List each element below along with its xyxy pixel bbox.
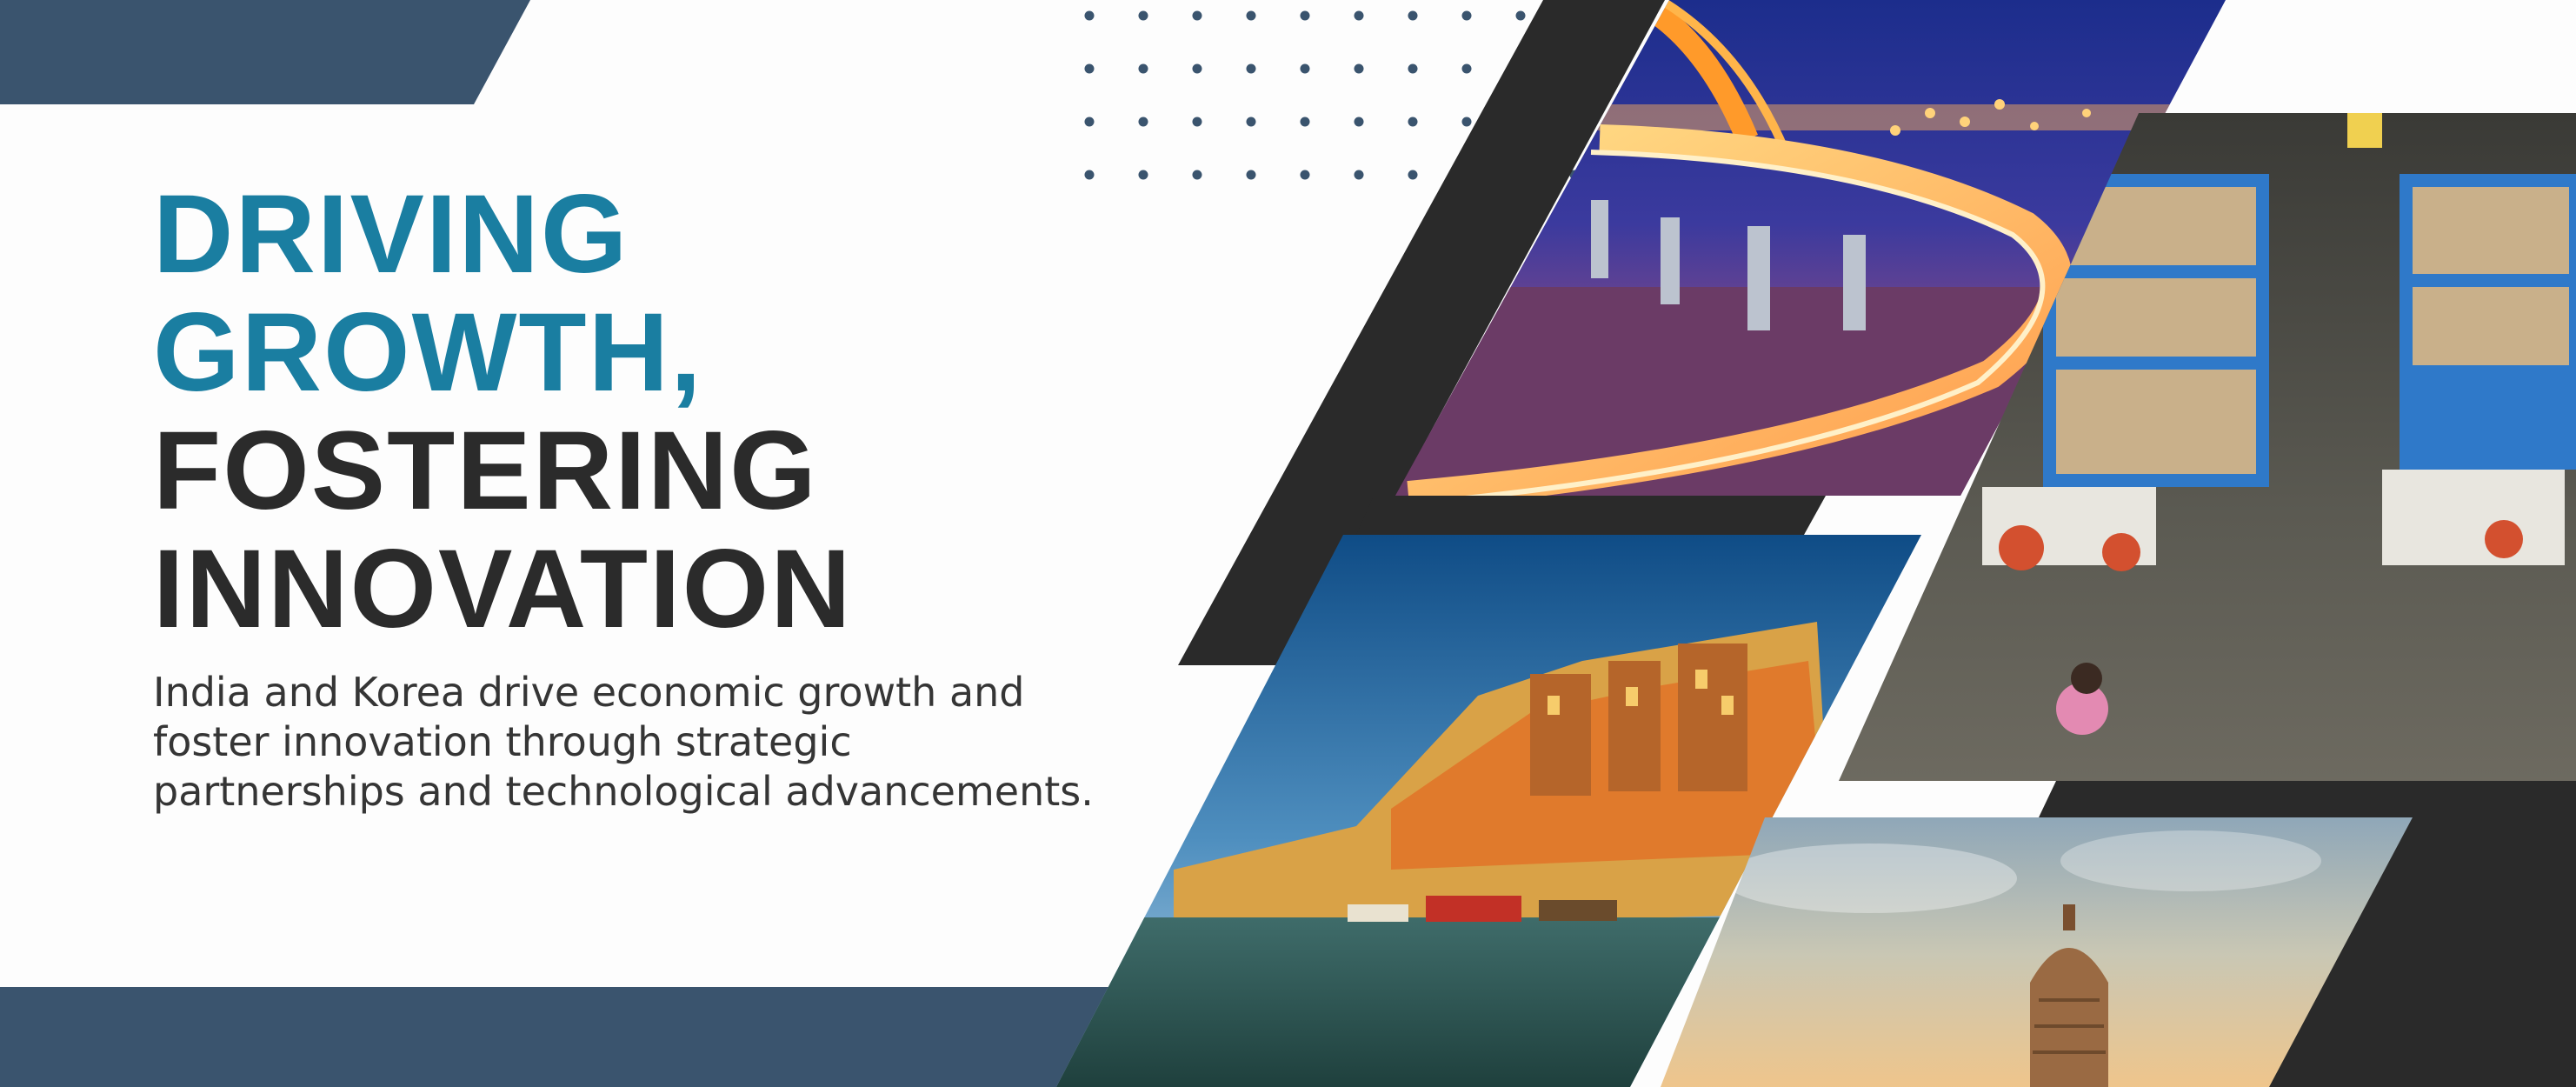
decor-dot xyxy=(1192,10,1202,21)
decor-dot xyxy=(1300,170,1310,180)
decor-dot xyxy=(1192,63,1202,74)
headline-line-2: GROWTH, xyxy=(153,290,703,415)
decor-dot xyxy=(1354,10,1364,21)
dot-grid-top xyxy=(1084,10,1580,180)
decor-dot xyxy=(1515,10,1526,21)
temple-photo xyxy=(1661,817,2413,1087)
decor-dot xyxy=(1246,63,1256,74)
decor-dot xyxy=(1461,117,1472,127)
decor-dot xyxy=(1300,63,1310,74)
subtext-line-1: India and Korea drive economic growth an… xyxy=(153,669,1025,716)
decor-dot xyxy=(1084,10,1095,21)
decor-dot xyxy=(1408,63,1418,74)
dark-shape-mid xyxy=(1356,496,1826,535)
headline-line-4: INNOVATION xyxy=(153,527,853,651)
decor-dot xyxy=(1138,117,1148,127)
decor-dot xyxy=(1461,10,1472,21)
decor-dot xyxy=(1138,10,1148,21)
headline-line-3: FOSTERING xyxy=(153,409,818,533)
decor-dot xyxy=(1084,117,1095,127)
decor-dot xyxy=(1246,170,1256,180)
decor-dot xyxy=(1408,170,1418,180)
decor-dot xyxy=(1138,170,1148,180)
decor-dot xyxy=(1138,63,1148,74)
decor-dot xyxy=(1192,170,1202,180)
dark-shape-left xyxy=(1178,0,1665,665)
decor-dot xyxy=(1408,117,1418,127)
subtext-line-2: foster innovation through strategic xyxy=(153,718,852,765)
decor-dot xyxy=(1084,63,1095,74)
decor-dot xyxy=(1408,10,1418,21)
decor-dot xyxy=(1192,117,1202,127)
subtext: India and Korea drive economic growth an… xyxy=(153,668,1196,817)
dark-shape-strip xyxy=(2039,781,2576,817)
subtext-line-3: partnerships and technological advanceme… xyxy=(153,768,1094,815)
decor-dot xyxy=(1354,117,1364,127)
decor-dot xyxy=(1084,170,1095,180)
top-navy-band xyxy=(0,0,530,104)
bottom-navy-band xyxy=(0,987,1122,1087)
decor-dot xyxy=(1300,10,1310,21)
decor-dot xyxy=(1300,117,1310,127)
decor-dot xyxy=(1246,10,1256,21)
headline-line-1: DRIVING xyxy=(153,172,629,297)
decor-dot xyxy=(1354,63,1364,74)
decor-dot xyxy=(1461,63,1472,74)
decor-dot xyxy=(1354,170,1364,180)
decor-dot xyxy=(1246,117,1256,127)
